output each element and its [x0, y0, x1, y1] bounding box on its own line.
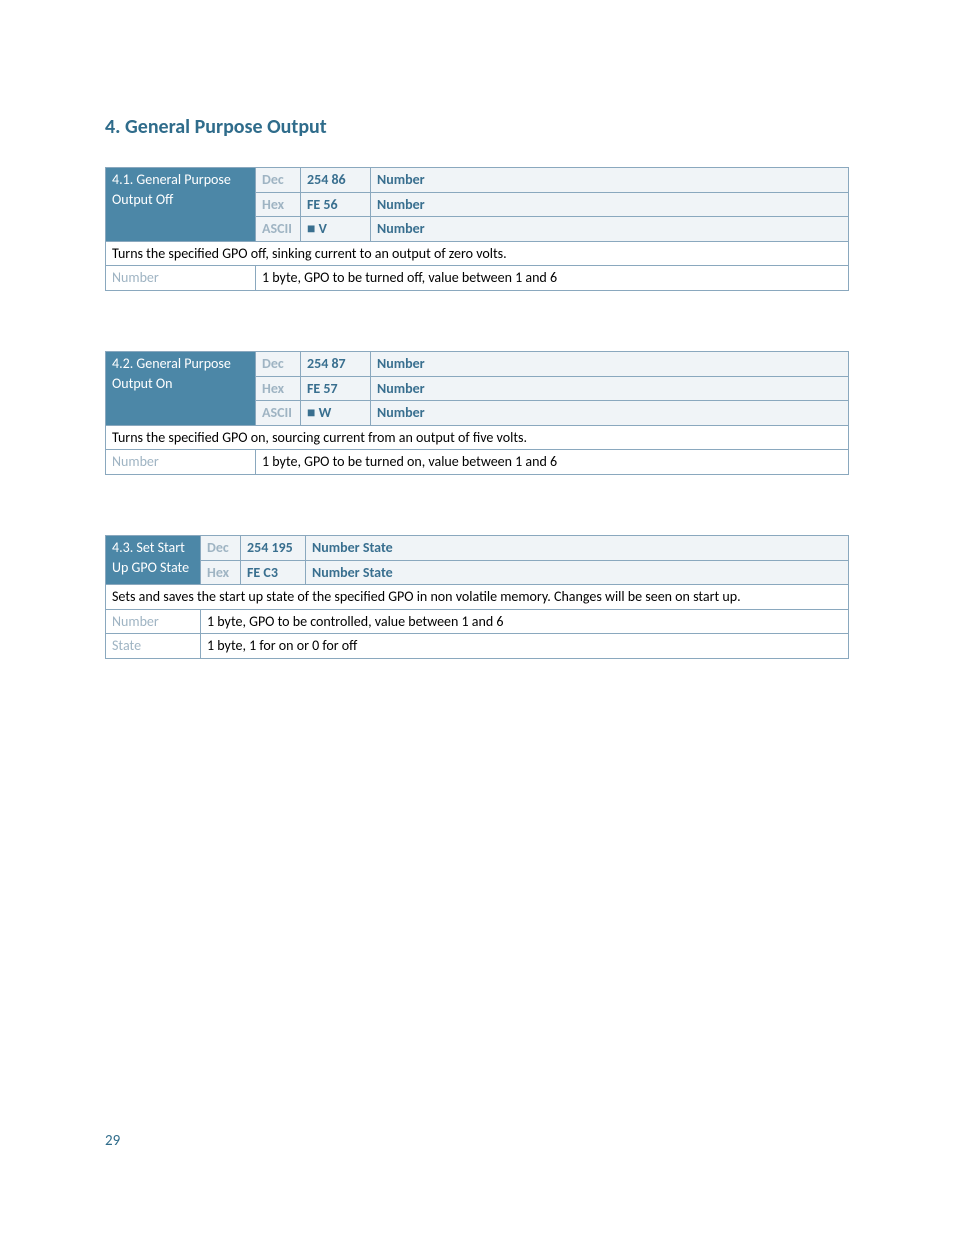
format-label: ASCII: [256, 217, 301, 242]
param-name: Number: [106, 609, 201, 634]
command-title: 4.3. Set Start Up GPO State: [106, 535, 201, 584]
format-code: 254 87: [301, 351, 371, 376]
format-params: Number: [371, 376, 849, 401]
format-label: ASCII: [256, 401, 301, 426]
format-params: Number: [371, 401, 849, 426]
format-label: Dec: [256, 168, 301, 193]
format-code: ■ W: [301, 401, 371, 426]
param-description: 1 byte, GPO to be turned off, value betw…: [256, 266, 849, 291]
section-heading: 4. General Purpose Output: [105, 115, 849, 139]
command-description: Sets and saves the start up state of the…: [106, 585, 849, 610]
command-table-4-1: 4.1. General Purpose Output Off Dec 254 …: [105, 167, 849, 291]
param-name: Number: [106, 450, 256, 475]
format-code: 254 86: [301, 168, 371, 193]
format-label: Dec: [201, 535, 241, 560]
param-description: 1 byte, GPO to be controlled, value betw…: [201, 609, 849, 634]
format-params: Number: [371, 351, 849, 376]
param-name: State: [106, 634, 201, 659]
format-code: FE 56: [301, 192, 371, 217]
format-code: FE C3: [241, 560, 306, 585]
command-description: Turns the specified GPO on, sourcing cur…: [106, 425, 849, 450]
command-title: 4.2. General Purpose Output On: [106, 351, 256, 425]
param-description: 1 byte, GPO to be turned on, value betwe…: [256, 450, 849, 475]
command-description: Turns the specified GPO off, sinking cur…: [106, 241, 849, 266]
format-label: Hex: [201, 560, 241, 585]
command-table-4-2: 4.2. General Purpose Output On Dec 254 8…: [105, 351, 849, 475]
page-number: 29: [105, 1132, 120, 1150]
format-params: Number: [371, 192, 849, 217]
format-label: Hex: [256, 376, 301, 401]
format-params: Number State: [306, 560, 849, 585]
format-params: Number: [371, 217, 849, 242]
format-params: Number: [371, 168, 849, 193]
param-name: Number: [106, 266, 256, 291]
command-title: 4.1. General Purpose Output Off: [106, 168, 256, 242]
format-label: Dec: [256, 351, 301, 376]
format-code: 254 195: [241, 535, 306, 560]
format-params: Number State: [306, 535, 849, 560]
command-table-4-3: 4.3. Set Start Up GPO State Dec 254 195 …: [105, 535, 849, 659]
format-code: ■ V: [301, 217, 371, 242]
param-description: 1 byte, 1 for on or 0 for off: [201, 634, 849, 659]
format-code: FE 57: [301, 376, 371, 401]
format-label: Hex: [256, 192, 301, 217]
